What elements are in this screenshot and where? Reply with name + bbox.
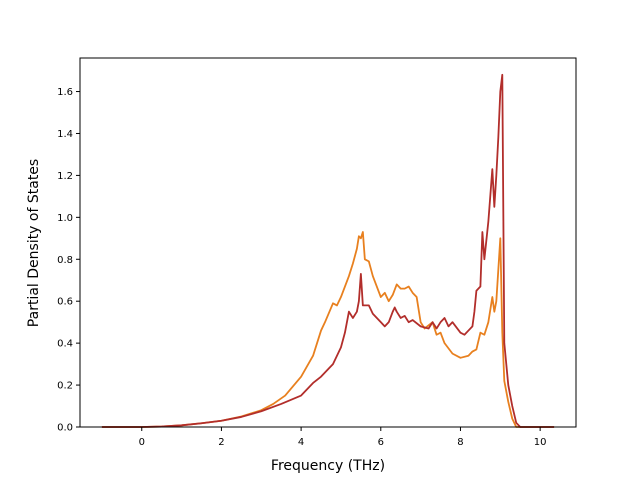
series-layer	[101, 73, 555, 428]
x-axis-label: Frequency (THz)	[271, 458, 385, 474]
x-tick-label: 2	[218, 437, 224, 448]
x-axis-ticks: 0 2 4 6 8 10	[139, 427, 547, 448]
y-tick-label: 0.8	[57, 255, 73, 266]
y-tick-label: 0.4	[57, 339, 73, 350]
x-tick-label: 6	[378, 437, 384, 448]
x-tick-label: 8	[457, 437, 463, 448]
y-tick-label: 1.2	[57, 171, 73, 182]
x-tick-label: 0	[139, 437, 145, 448]
series-line-2	[101, 73, 555, 428]
x-tick-label: 4	[298, 437, 304, 448]
y-tick-label: 0.2	[57, 381, 73, 392]
y-tick-label: 1.6	[57, 87, 73, 98]
x-tick-label: 10	[534, 437, 547, 448]
y-tick-label: 0.6	[57, 297, 73, 308]
y-tick-label: 1.4	[57, 129, 73, 140]
series-line-1	[101, 231, 555, 428]
y-axis-ticks: 0.0 0.2 0.4 0.6 0.8 1.0 1.2 1.4 1.6	[57, 87, 80, 434]
y-tick-label: 1.0	[57, 213, 73, 224]
plot-frame	[79, 57, 577, 428]
y-tick-label: 0.0	[57, 423, 73, 434]
y-axis-label: Partial Density of States	[26, 159, 42, 327]
plot-background	[80, 58, 576, 427]
